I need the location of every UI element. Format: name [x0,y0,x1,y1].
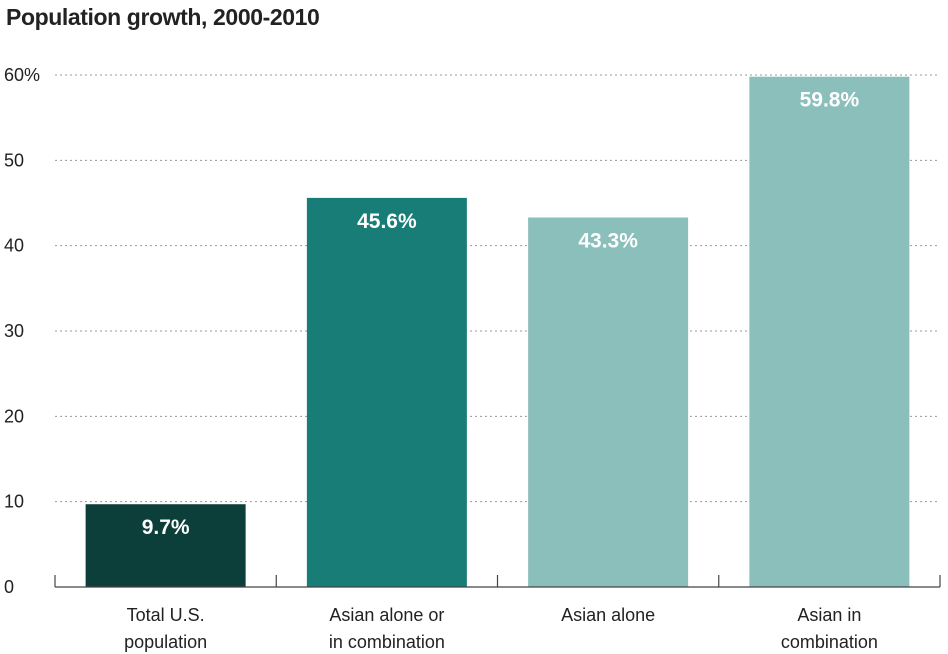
x-axis [54,575,941,588]
bar [85,504,246,587]
chart-title: Population growth, 2000-2010 [6,4,320,30]
category-label: combination [781,632,878,652]
data-label: 45.6% [357,210,417,233]
data-label: 43.3% [578,230,638,253]
y-tick-label: 0 [4,577,14,597]
y-tick-label: 20 [4,406,24,426]
data-labels: 9.7% 45.6% 43.3% 59.8% [142,89,860,540]
bars [85,76,910,588]
category-label: Asian alone [561,605,655,625]
category-label: Asian alone or [329,605,444,625]
y-tick-label: 60% [4,65,40,85]
y-tick-label: 40 [4,236,24,256]
y-tick-label: 30 [4,321,24,341]
bar [749,76,910,587]
category-label: population [124,632,207,652]
data-label: 59.8% [800,89,860,112]
category-label: in combination [329,632,445,652]
y-tick-label: 10 [4,492,24,512]
y-axis-ticks: 0 10 20 30 40 50 60% [4,65,40,597]
x-axis-categories: Total U.S. population Asian alone or in com… [124,605,878,652]
y-tick-label: 50 [4,150,24,170]
bar [528,217,689,588]
data-label: 9.7% [142,516,190,539]
category-label: Total U.S. [127,605,205,625]
category-label: Asian in [797,605,861,625]
bar [306,197,467,587]
